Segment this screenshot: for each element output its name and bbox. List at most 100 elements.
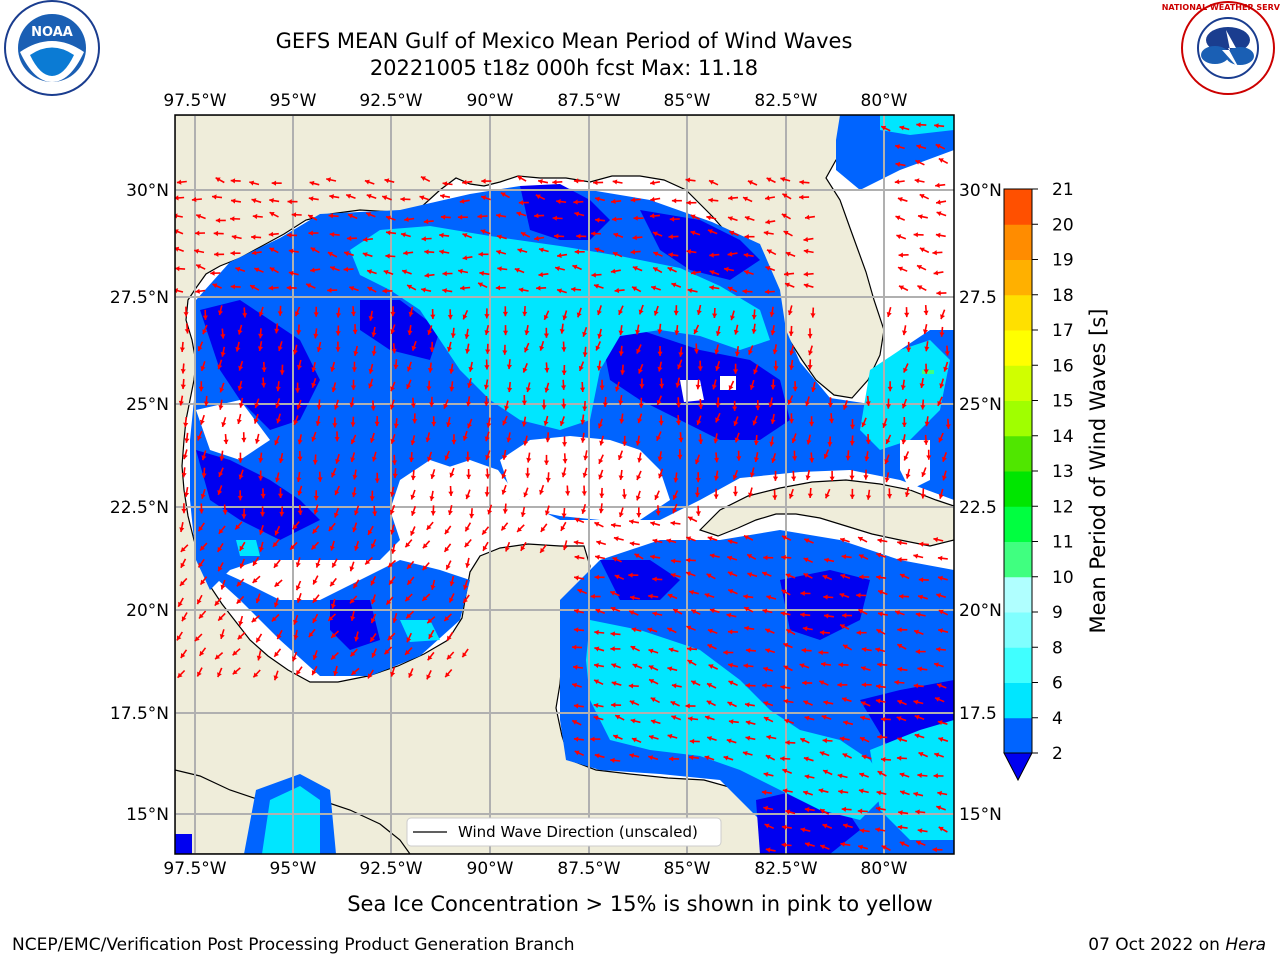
wind-wave-arrow-head — [596, 310, 602, 315]
wind-wave-arrow-head — [628, 683, 634, 689]
wind-wave-arrow-head — [386, 599, 392, 605]
wind-wave-arrow-head — [823, 700, 829, 706]
title-line-2: 20221005 t18z 000h fcst Max: 11.18 — [370, 56, 758, 80]
wind-wave-arrow-head — [543, 460, 550, 465]
wind-wave-arrow-head — [932, 847, 937, 853]
colorbar: 2 4 6 8 9 10 11 12 13 14 15 16 17 18 19 20 21 Mean Perio… — [1003, 180, 1110, 782]
wind-wave-arrow-head — [772, 349, 778, 355]
wind-wave-arrow-head — [938, 493, 944, 499]
wind-wave-arrow-head — [865, 401, 871, 406]
wind-wave-arrow-head — [350, 422, 356, 427]
calm-area-small-b — [720, 376, 736, 390]
lon-label-bottom: 85°W — [664, 859, 711, 879]
wind-wave-arrow-head — [933, 537, 939, 543]
wind-wave-arrow-head — [765, 755, 771, 760]
wind-wave-arrow-head — [736, 456, 742, 461]
wind-wave-arrow-head — [865, 439, 871, 445]
wind-wave-arrow-head — [709, 608, 715, 614]
wind-wave-arrow-head — [828, 418, 835, 424]
wind-wave-arrow-head — [574, 211, 580, 217]
wind-wave-arrow-head — [902, 330, 908, 336]
wind-wave-arrow-head — [256, 655, 262, 661]
contour-4-6-central — [350, 226, 770, 430]
wind-wave-arrow-head — [237, 634, 243, 640]
wind-wave-arrow-head — [598, 508, 604, 514]
wind-wave-arrow-head — [593, 180, 598, 186]
wind-wave-arrow-head — [400, 196, 405, 202]
wind-wave-arrow-head — [439, 232, 444, 238]
wind-wave-arrow-head — [390, 529, 395, 535]
wind-wave-arrow-head — [291, 212, 297, 218]
wind-wave-arrow-head — [880, 716, 886, 722]
wind-wave-arrow-head — [316, 347, 322, 352]
wind-wave-arrow-head — [446, 564, 451, 570]
wind-wave-arrow-head — [899, 285, 904, 291]
wind-wave-arrow-head — [630, 718, 636, 724]
wind-wave-arrow-head — [561, 385, 567, 390]
wind-wave-arrow-head — [753, 457, 759, 462]
wind-wave-arrow-head — [747, 572, 753, 578]
wind-wave-arrow-head — [921, 471, 927, 477]
wind-wave-arrow-head — [577, 588, 583, 594]
wind-wave-arrow-head — [668, 234, 673, 240]
wind-wave-arrow-head — [671, 282, 677, 288]
wind-wave-arrow-head — [770, 419, 776, 424]
wind-wave-arrow-head — [506, 364, 512, 370]
wind-wave-arrow-head — [344, 251, 349, 257]
wind-wave-arrow-head — [259, 529, 264, 535]
wind-wave-arrow-head — [544, 510, 550, 516]
wind-wave-arrow-head — [612, 216, 617, 222]
wind-wave-arrow-head — [612, 179, 618, 185]
wind-wave-arrow-head — [312, 579, 318, 585]
wind-wave-arrow-head — [803, 573, 809, 578]
wind-wave-arrow-head — [501, 489, 507, 495]
wind-wave-arrow-head — [191, 197, 197, 203]
wind-wave-arrow-head — [611, 522, 616, 528]
wind-wave-arrow-head — [937, 400, 943, 406]
wind-wave-arrow-head — [214, 251, 219, 257]
wind-wave-arrow-head — [906, 347, 912, 352]
wind-wave-arrow-head — [411, 510, 416, 516]
noaa-logo: NOAA — [4, 0, 100, 96]
wind-wave-arrow-head — [765, 195, 770, 201]
wind-wave-arrow-head — [350, 385, 357, 390]
wind-wave-arrow-head — [932, 250, 937, 256]
wind-wave-arrow-head — [765, 628, 771, 634]
wind-wave-arrow-head — [253, 560, 258, 566]
wind-wave-arrow-head — [349, 286, 355, 291]
wind-wave-arrow-head — [896, 716, 902, 721]
wind-wave-arrow-head — [652, 576, 657, 582]
wind-wave-arrow-head — [178, 601, 183, 607]
wind-wave-arrow-head — [557, 252, 562, 258]
contour-4-6-bottom — [262, 786, 320, 854]
wind-wave-arrow-head — [647, 627, 653, 633]
date-line: 07 Oct 2022 on Hera — [1088, 935, 1266, 955]
wind-wave-arrow-head — [580, 387, 586, 392]
wind-wave-arrow-head — [197, 435, 202, 441]
wind-wave-arrow-head — [687, 288, 693, 294]
wind-wave-arrow-head — [708, 197, 713, 203]
wind-wave-arrow-head — [521, 400, 527, 405]
wind-wave-arrow-head — [543, 333, 549, 338]
wind-wave-arrow-head — [788, 331, 794, 336]
wind-wave-arrow-head — [638, 368, 643, 374]
wind-wave-arrow-head — [745, 647, 751, 653]
colorbar-tick-label: 8 — [1052, 638, 1063, 658]
wind-wave-arrow-head — [858, 536, 864, 542]
wind-wave-arrow-head — [447, 346, 452, 352]
wind-wave-arrow-head — [939, 383, 945, 389]
wind-wave-arrow-head — [761, 789, 767, 795]
wind-wave-arrow-head — [730, 315, 735, 321]
wind-wave-arrow-head — [261, 383, 267, 388]
wind-wave-arrow-head — [212, 194, 217, 200]
wind-wave-arrow-head — [557, 288, 562, 294]
wind-wave-arrow-head — [581, 491, 587, 496]
wind-wave-arrow-head — [306, 283, 312, 289]
contour-below-2-l — [600, 560, 680, 600]
wind-wave-arrow-head — [251, 198, 257, 204]
wind-wave-arrow-head — [876, 790, 882, 796]
wind-wave-arrow-head — [615, 386, 620, 392]
lon-label-top: 90°W — [467, 91, 514, 111]
wind-wave-arrow-head — [502, 311, 508, 317]
wind-wave-arrow-head — [177, 672, 183, 678]
